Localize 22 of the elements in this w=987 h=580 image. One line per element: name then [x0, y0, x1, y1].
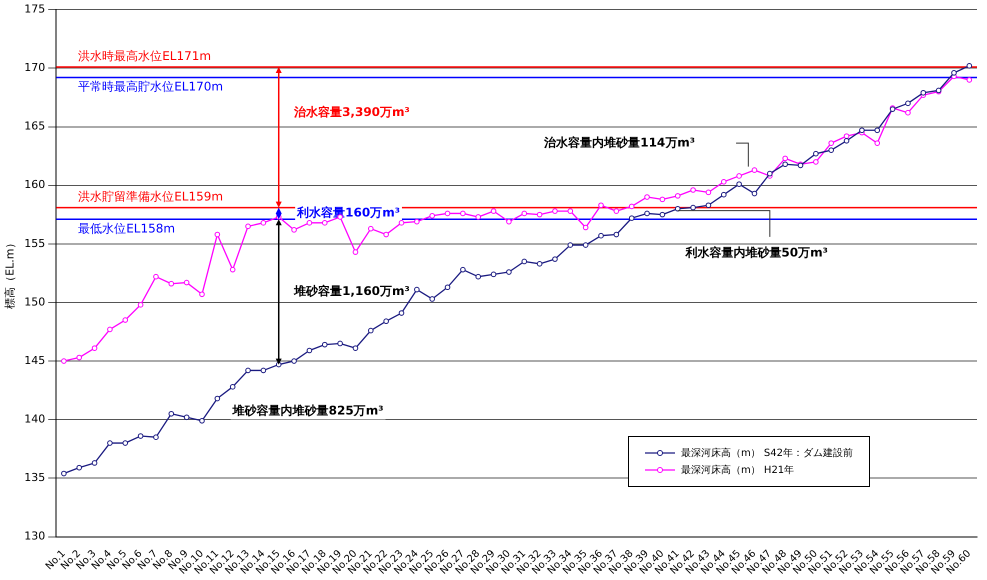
y-tick-label: 150 [24, 295, 46, 308]
annotation: 利水容量内堆砂量50万m³ [684, 245, 828, 260]
y-tick-label: 165 [24, 120, 46, 133]
legend-label: 最深河床高（m） S42年：ダム建設前 [681, 446, 853, 460]
ref-line-label: 最低水位EL158m [78, 221, 176, 236]
ref-line-label: 平常時最高貯水位EL170m [78, 80, 224, 94]
y-tick-label: 130 [24, 530, 46, 543]
annotation: 堆砂容量1,160万m³ [293, 284, 410, 298]
y-tick-label: 175 [24, 2, 46, 16]
ref-line-label: 洪水時最高水位EL171m [78, 49, 212, 64]
y-tick-label: 145 [24, 354, 46, 367]
ref-line-label: 洪水貯留準備水位EL159m [78, 190, 224, 204]
y-tick-label: 170 [24, 61, 46, 74]
annotation: 治水容量内堆砂量114万m³ [543, 135, 696, 150]
y-tick-label: 160 [24, 178, 46, 192]
y-tick-label: 135 [24, 471, 46, 484]
y-axis-title: 標高（EL.m） [3, 238, 16, 309]
annotation: 堆砂容量内堆砂量825万m³ [232, 404, 384, 418]
annotation: 治水容量3,390万m³ [293, 104, 410, 119]
y-tick-label: 140 [24, 412, 46, 426]
y-tick-label: 155 [24, 236, 46, 250]
legend-label: 最深河床高（m） H21年 [681, 464, 794, 477]
